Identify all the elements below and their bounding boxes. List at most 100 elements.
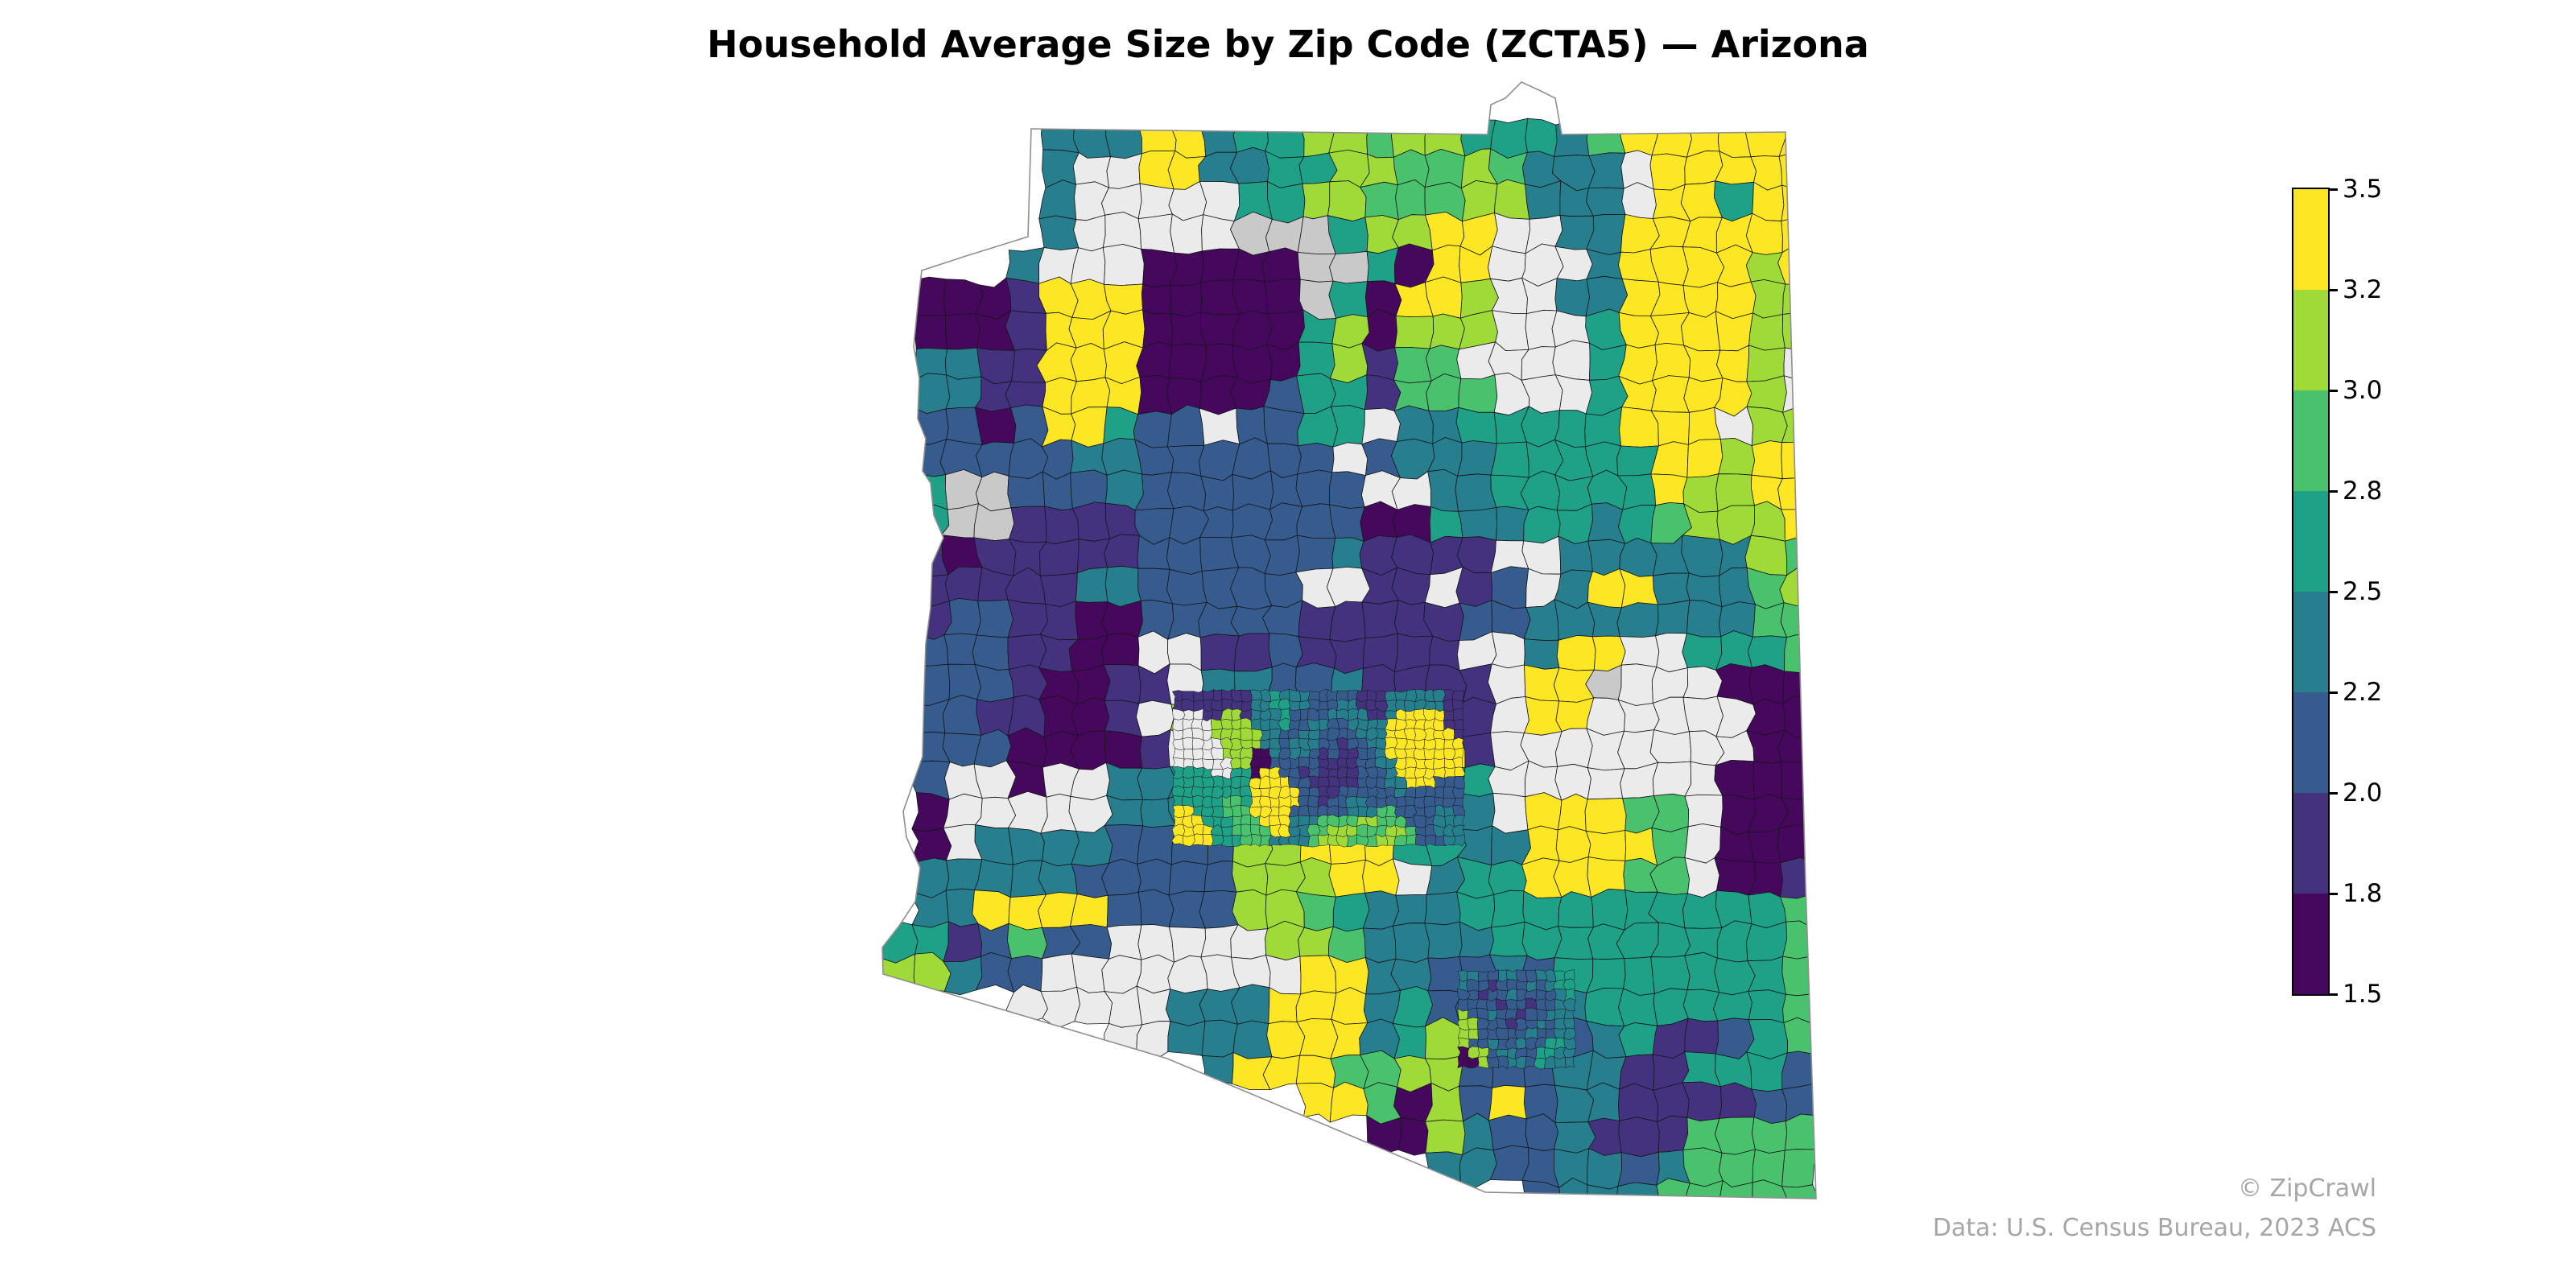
zcta-cell: [1686, 600, 1723, 638]
zcta-cell: [1782, 283, 1816, 316]
zcta-cell: [1486, 1056, 1500, 1069]
zcta-cell: [1650, 473, 1688, 506]
zcta-cell: [1265, 116, 1305, 159]
zcta-cell: [1385, 710, 1397, 720]
zcta-cell: [947, 663, 981, 700]
zcta-cell: [1523, 506, 1561, 544]
zcta-cell: [1553, 857, 1591, 898]
zcta-cell: [1328, 859, 1366, 898]
zcta-cell: [1258, 824, 1272, 836]
zcta-cell: [1199, 374, 1237, 415]
zcta-cell: [1516, 998, 1526, 1010]
zcta-cell: [1166, 568, 1208, 606]
zcta-base-grid: [882, 115, 1816, 1199]
zcta-cell: [1203, 861, 1237, 893]
zcta-cell: [1406, 834, 1417, 846]
zcta-cell: [1535, 989, 1547, 1001]
zcta-cell: [1307, 729, 1320, 740]
zcta-cell: [1515, 1037, 1527, 1050]
zcta-cell: [1424, 921, 1463, 960]
zcta-cell: [1682, 1051, 1721, 1088]
zcta-cell: [1039, 539, 1080, 576]
zcta-cell: [1714, 1117, 1756, 1155]
zcta-cell: [1170, 213, 1204, 255]
zcta-cell: [1424, 891, 1461, 926]
colorbar-tick-mark: [2328, 489, 2338, 493]
zcta-cell: [1751, 1117, 1788, 1154]
zcta-cell: [1039, 572, 1078, 607]
zcta-cell: [1375, 737, 1387, 750]
colorbar-tick-mark: [2328, 188, 2338, 191]
zcta-cell: [1240, 727, 1253, 741]
zcta-cell: [1443, 776, 1455, 788]
zcta-cell: [1307, 719, 1320, 731]
zcta-cell: [1555, 826, 1591, 863]
zcta-cell: [1525, 980, 1538, 992]
zcta-cell: [1356, 786, 1368, 799]
zcta-cell: [1038, 860, 1078, 895]
zcta-cell: [1781, 1051, 1816, 1090]
zcta-cell: [1393, 379, 1432, 411]
zcta-cell: [1101, 600, 1143, 638]
zcta-cell: [1357, 708, 1368, 720]
zcta-cell: [1346, 766, 1359, 778]
zcta-cell: [1468, 1046, 1480, 1059]
zcta-cell: [1525, 969, 1538, 983]
zcta-cell: [1232, 116, 1269, 153]
zcta-cell: [1250, 718, 1262, 731]
zcta-cell: [1404, 796, 1416, 807]
zcta-cell: [1544, 1037, 1557, 1050]
zcta-cell: [914, 315, 947, 350]
colorbar-tick-mark: [2328, 892, 2338, 895]
zcta-cell: [1329, 471, 1366, 509]
zcta-cell: [1748, 989, 1786, 1023]
zcta-cell: [1452, 834, 1466, 847]
zcta-cell: [1777, 477, 1816, 510]
zcta-cell: [1328, 122, 1369, 155]
zcta-cell: [945, 313, 980, 350]
zcta-cell: [1651, 116, 1693, 158]
zcta-cell: [1415, 786, 1426, 799]
zcta-cell: [1266, 1021, 1306, 1059]
zcta-cell: [1536, 1019, 1546, 1030]
zcta-cell: [1240, 814, 1252, 826]
zcta-cell: [1307, 738, 1320, 750]
zcta-cell: [1362, 925, 1397, 964]
zcta-cell: [1490, 441, 1530, 478]
zcta-cell: [1136, 1021, 1171, 1060]
zcta-cell: [1327, 749, 1340, 760]
zcta-cell: [1104, 565, 1141, 608]
zcta-cell: [1137, 824, 1176, 865]
zcta-cell: [1746, 1051, 1788, 1092]
zcta-cell: [1346, 806, 1359, 817]
zcta-cell: [1167, 472, 1207, 512]
zcta-cell: [1260, 739, 1270, 750]
zcta-cell: [1782, 375, 1816, 413]
arizona-state-outline: [881, 81, 1817, 1199]
zcta-cell: [1327, 926, 1366, 963]
zcta-cells-layer: [882, 115, 1816, 1199]
zcta-cell: [1752, 761, 1782, 800]
zcta-cell: [1748, 828, 1781, 864]
zcta-cell: [1616, 602, 1659, 638]
zcta-cell: [1167, 444, 1205, 477]
zcta-cell: [1443, 699, 1454, 712]
zcta-cell: [1453, 708, 1464, 721]
colorbar-tick-label: 2.8: [2343, 477, 2383, 506]
zcta-cell: [1684, 795, 1724, 828]
zcta-cell: [1265, 216, 1304, 253]
zcta-cell: [1192, 766, 1204, 778]
zcta-cell: [1466, 979, 1480, 992]
zcta-cell: [1317, 834, 1329, 847]
zcta-cell: [1435, 786, 1444, 799]
zcta-cell: [1302, 181, 1331, 220]
zcta-cell: [1524, 664, 1560, 702]
zcta-cell: [1327, 215, 1368, 254]
page-title: Household Average Size by Zip Code (ZCTA…: [707, 23, 1869, 66]
zcta-cell: [1251, 739, 1261, 749]
colorbar: [2292, 188, 2330, 996]
zcta-cell: [1468, 1056, 1480, 1068]
colorbar-tick-mark: [2328, 590, 2338, 593]
zcta-cell: [1459, 1147, 1497, 1190]
zcta-cell: [1170, 282, 1203, 317]
